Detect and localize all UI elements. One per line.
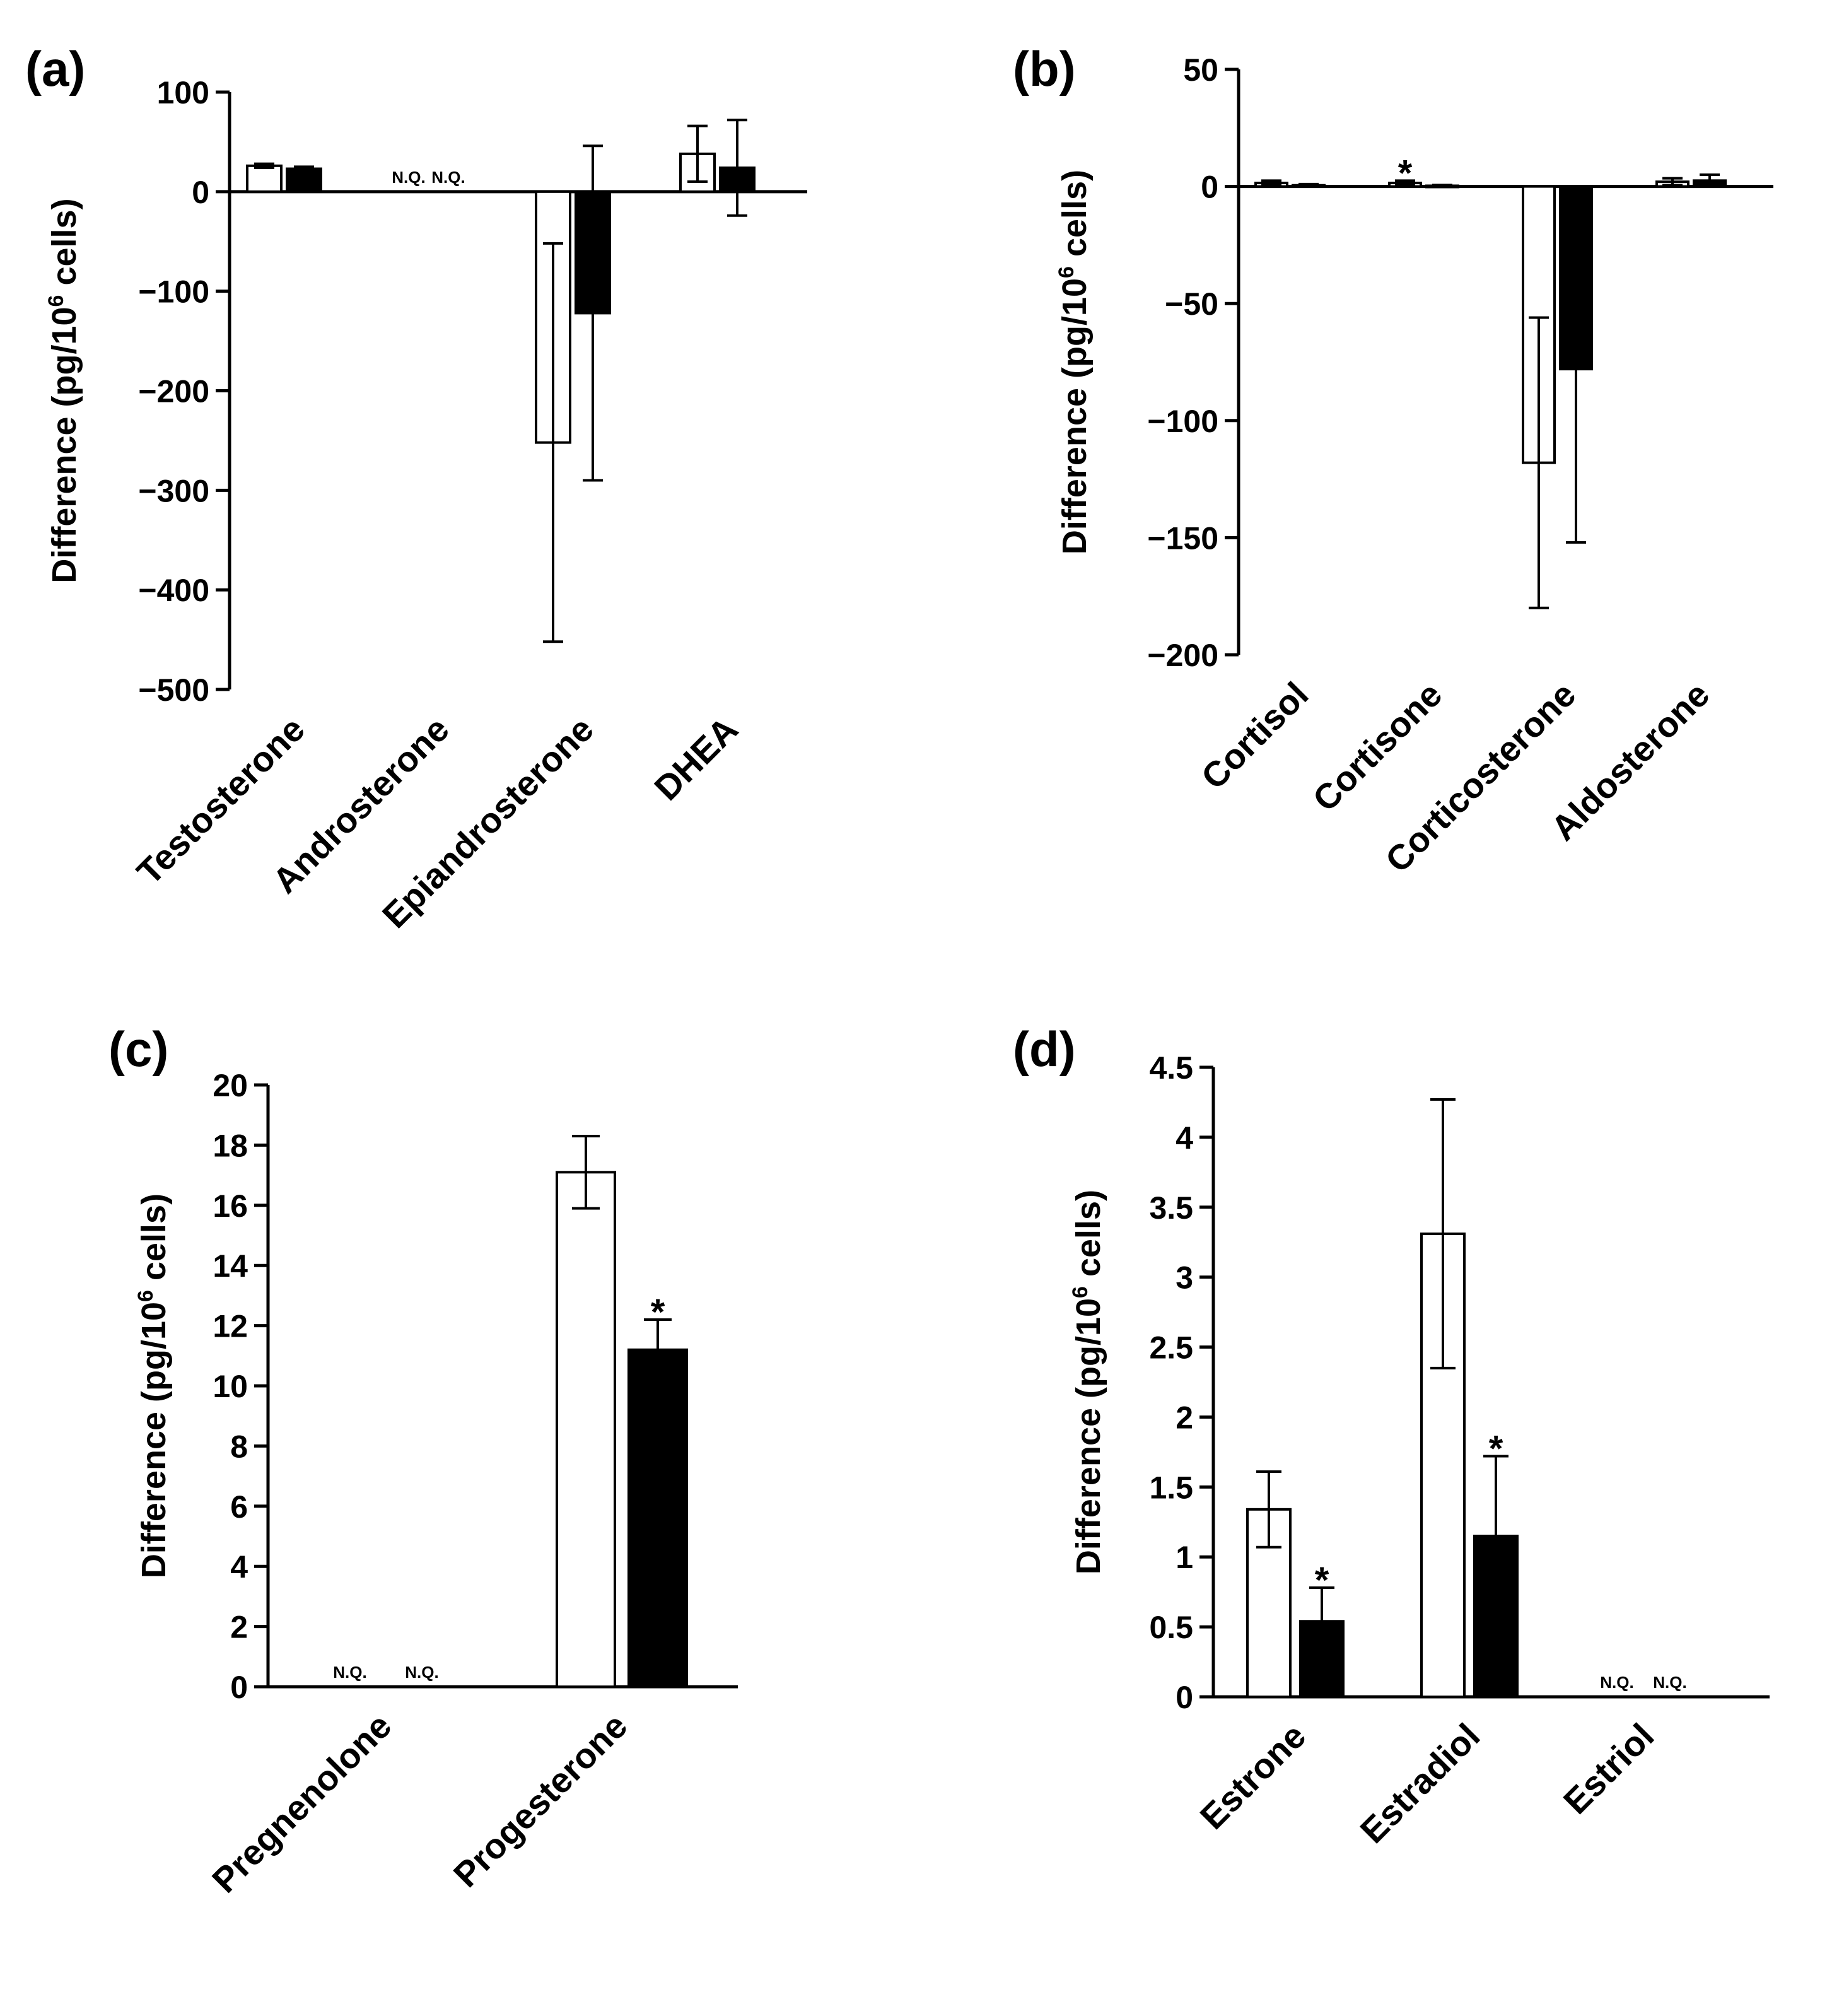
significance-star: * — [651, 1292, 665, 1333]
category-label: Estriol — [1556, 1716, 1662, 1822]
y-axis-title-main: Difference (pg/10 — [135, 1302, 173, 1578]
y-axis-title-superscript: 6 — [44, 295, 68, 307]
bar-filled — [286, 167, 322, 193]
panel-d: (d) 4.5 4 3.5 3 2.5 2 1.5 1 0.5 0 Difference (pg/10… — [1013, 1021, 1770, 1851]
significance-star: * — [1489, 1429, 1503, 1470]
category-label: Estradiol — [1352, 1716, 1487, 1851]
y-axis-title: Difference (pg/106 cells) — [44, 198, 83, 583]
y-tick-label: 4.5 — [1149, 1050, 1193, 1086]
y-tick-label: 0 — [1176, 1680, 1193, 1715]
y-axis-title: Difference (pg/106 cells) — [134, 1193, 173, 1578]
y-axis-title: Difference (pg/106 cells) — [1068, 1190, 1107, 1574]
y-tick-label: −100 — [1147, 404, 1218, 439]
panel-label: (c) — [108, 1021, 168, 1077]
nq-label: N.Q. — [333, 1663, 366, 1682]
y-tick-label: 50 — [1183, 52, 1218, 88]
y-tick-label: −50 — [1165, 286, 1218, 322]
category-label: DHEA — [646, 709, 745, 808]
y-axis-title-main: Difference (pg/10 — [45, 307, 83, 583]
y-tick-label: 18 — [213, 1128, 248, 1163]
nq-label: N.Q. — [392, 168, 425, 187]
y-axis-title-superscript: 6 — [134, 1290, 158, 1302]
panel-b: (b) 50 0 −50 −100 −150 −200 Difference (pg/106 … — [1013, 41, 1773, 880]
y-tick-label: 20 — [213, 1068, 248, 1103]
y-tick-label: 6 — [230, 1489, 248, 1525]
y-axis-title-superscript: 6 — [1054, 266, 1078, 278]
y-axis-title-end: cells) — [1070, 1190, 1107, 1286]
y-tick-label: 16 — [213, 1188, 248, 1224]
y-tick-label: −200 — [138, 374, 209, 409]
y-tick-label: 1 — [1176, 1540, 1193, 1575]
bar-open — [246, 164, 283, 193]
y-axis-title-end: cells) — [1056, 170, 1094, 266]
y-tick-label: 0 — [230, 1670, 248, 1705]
y-axis-title-superscript: 6 — [1068, 1286, 1092, 1298]
y-tick-label: 8 — [230, 1429, 248, 1464]
y-tick-label: 12 — [213, 1309, 248, 1344]
y-tick-label: 4 — [230, 1549, 248, 1585]
category-label: Cortisol — [1193, 674, 1316, 797]
category-label: Progesterone — [446, 1706, 635, 1895]
y-axis-title-main: Difference (pg/10 — [1056, 278, 1094, 554]
bar-filled — [627, 1348, 688, 1688]
y-tick-label: 4 — [1176, 1120, 1193, 1156]
panel-a: (a) 100 0 −100 −200 −300 −400 −500 Difference (p… — [25, 41, 807, 935]
y-tick-label: 0 — [1201, 170, 1218, 205]
y-tick-label: 2 — [230, 1610, 248, 1645]
y-tick-label: −300 — [138, 473, 209, 508]
y-tick-label: −100 — [138, 274, 209, 310]
y-tick-label: 2 — [1176, 1400, 1193, 1435]
y-tick-label: −150 — [1147, 520, 1218, 556]
category-label: Estrone — [1193, 1716, 1314, 1837]
nq-label: N.Q. — [405, 1663, 438, 1682]
significance-star: * — [1398, 153, 1413, 194]
y-tick-label: −400 — [138, 573, 209, 608]
y-tick-label: 14 — [213, 1248, 248, 1284]
y-tick-label: 100 — [157, 75, 209, 110]
panel-label: (b) — [1013, 41, 1076, 97]
significance-star: * — [1315, 1560, 1329, 1601]
nq-label: N.Q. — [1600, 1673, 1633, 1692]
y-tick-label: −500 — [138, 672, 209, 708]
nq-label: N.Q. — [1653, 1673, 1686, 1692]
category-label: Pregnenolone — [204, 1706, 399, 1901]
y-tick-label: 0.5 — [1149, 1610, 1193, 1645]
y-tick-label: 3 — [1176, 1260, 1193, 1296]
y-tick-label: −200 — [1147, 638, 1218, 673]
category-label: Cortisone — [1305, 674, 1449, 819]
y-axis-title-end: cells) — [45, 198, 83, 295]
y-axis-title: Difference (pg/106 cells) — [1054, 170, 1094, 554]
bar-open — [556, 1171, 616, 1688]
nq-label: N.Q. — [431, 168, 465, 187]
y-tick-label: 2.5 — [1149, 1330, 1193, 1366]
y-axis-title-end: cells) — [135, 1193, 173, 1290]
panel-label: (a) — [25, 41, 85, 97]
y-axis-title-main: Difference (pg/10 — [1070, 1298, 1107, 1574]
y-tick-label: 3.5 — [1149, 1190, 1193, 1226]
y-tick-label: 0 — [192, 175, 209, 210]
y-tick-label: 1.5 — [1149, 1470, 1193, 1505]
y-tick-label: 10 — [213, 1369, 248, 1404]
panel-label: (d) — [1013, 1021, 1076, 1077]
